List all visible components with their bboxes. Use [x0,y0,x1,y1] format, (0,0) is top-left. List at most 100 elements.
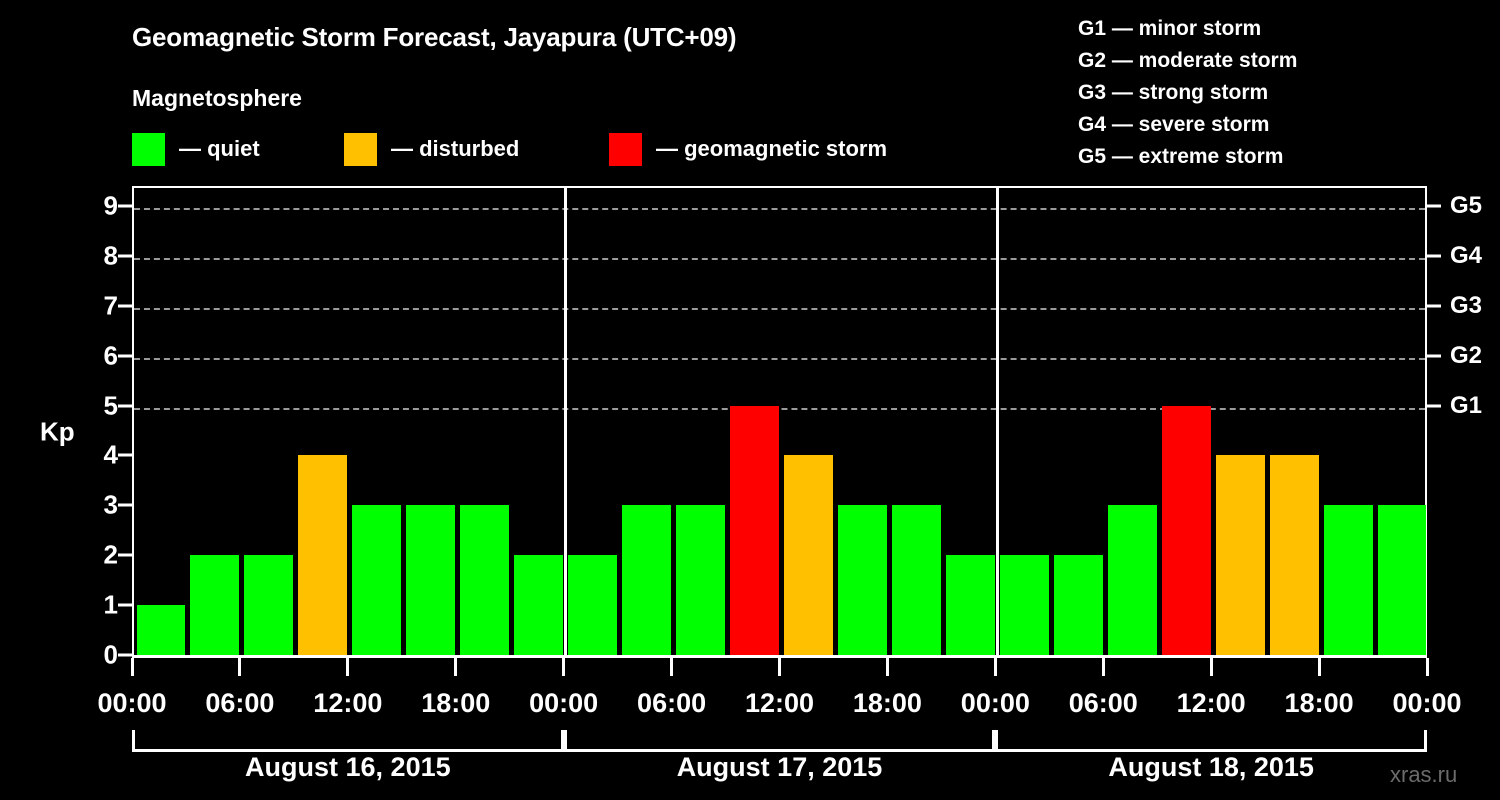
x-tick-mark [1425,658,1429,676]
bar[interactable] [837,505,887,655]
y-tick-label: 9 [103,190,118,221]
g-scale-line: G2 — moderate storm [1078,49,1298,72]
y-axis-title: Kp [40,416,75,447]
x-tick-label: 18:00 [421,688,491,718]
x-tick-mark [1101,658,1105,676]
quiet-swatch [132,132,165,166]
x-tick-mark [885,658,889,676]
x-tick-mark [454,658,458,676]
bar[interactable] [244,555,294,655]
x-tick-mark [993,658,997,676]
bar[interactable] [730,405,779,655]
x-tick-mark [1209,658,1213,676]
x-tick-mark [670,658,674,676]
y-tick-mark [118,204,132,208]
bar[interactable] [1377,505,1427,655]
g-scale-line: G1 — minor storm [1078,17,1262,40]
x-tick-label: 18:00 [852,688,922,718]
x-tick-label: 00:00 [529,688,599,718]
x-tick-label: 18:00 [1284,688,1354,718]
g-scale-legend: G1 — minor storm G2 — moderate storm G3 — … [1078,13,1297,173]
bar[interactable] [1215,455,1265,655]
bar[interactable] [190,555,240,655]
y-tick-label: 8 [103,240,118,271]
bar[interactable] [1323,505,1373,655]
bar[interactable] [945,555,995,655]
bar[interactable] [784,455,833,655]
y-tick-label: 3 [103,489,118,520]
bar[interactable] [136,605,186,655]
y-tick-mark [118,404,132,408]
g-tick-mark [1427,204,1441,208]
gridline [134,357,1425,360]
g-scale-line: G5 — extreme storm [1078,145,1284,168]
bar[interactable] [999,555,1049,655]
y-tick-mark [118,254,132,258]
bar[interactable] [1161,405,1211,655]
g-tick-mark [1427,254,1441,258]
gridline [134,307,1425,310]
day-bracket [995,730,1427,752]
bar[interactable] [568,555,618,655]
y-tick-mark [118,354,132,358]
y-tick-label: 5 [103,390,118,421]
day-bracket [563,730,996,752]
g-tick-label: G4 [1450,241,1483,269]
g-tick-mark [1427,304,1441,308]
x-tick-mark [562,658,566,676]
bar[interactable] [676,505,726,655]
day-separator [995,188,999,655]
g-scale-line: G4 — severe storm [1078,113,1270,136]
y-tick-label: 6 [103,340,118,371]
x-tick-label: 12:00 [1176,688,1246,718]
y-tick-label: 7 [103,290,118,321]
bar[interactable] [622,505,672,655]
y-tick-mark [118,503,132,507]
bar[interactable] [298,455,348,655]
bar[interactable] [460,505,510,655]
gridline [134,257,1425,260]
y-tick-mark [118,304,132,308]
legend-item-label: — quiet [179,136,260,161]
legend-item-label: — geomagnetic storm [656,136,888,161]
bar[interactable] [891,505,941,655]
y-tick-mark [118,553,132,557]
g-tick-label: G3 [1450,291,1483,319]
y-tick-mark [118,653,132,657]
y-tick-mark [118,453,132,457]
y-tick-label: 1 [103,589,118,620]
bar[interactable] [352,505,402,655]
x-tick-mark [130,658,134,676]
storm-swatch [609,132,642,166]
x-tick-label: 06:00 [1068,688,1138,718]
x-axis-line [132,655,1427,658]
day-label: August 17, 2015 [676,752,883,782]
watermark: xras.ru [1390,762,1458,787]
gridline [134,207,1425,210]
legend-heading: Magnetosphere [132,85,302,111]
bar[interactable] [1107,505,1157,655]
bar[interactable] [1053,555,1103,655]
legend-item-label: — disturbed [391,136,520,161]
x-tick-label: 00:00 [97,688,167,718]
legend-item: — geomagnetic storm [609,131,887,167]
bar[interactable] [406,505,456,655]
bar[interactable] [1269,455,1319,655]
day-label: August 16, 2015 [245,752,451,782]
day-label: August 18, 2015 [1108,752,1314,782]
plot-area [132,186,1427,655]
page-title: Geomagnetic Storm Forecast, Jayapura (UT… [132,22,737,52]
x-tick-label: 06:00 [637,688,707,718]
x-tick-mark [238,658,242,676]
g-tick-label: G1 [1450,391,1483,419]
g-tick-mark [1427,354,1441,358]
y-tick-label: 2 [103,539,118,570]
x-tick-mark [346,658,350,676]
x-tick-label: 12:00 [744,688,815,718]
y-tick-label: 0 [103,639,118,670]
y-tick-label: 4 [103,439,118,470]
day-bracket [132,730,564,752]
bar[interactable] [514,555,564,655]
g-tick-label: G2 [1450,341,1483,369]
y-tick-mark [118,603,132,607]
